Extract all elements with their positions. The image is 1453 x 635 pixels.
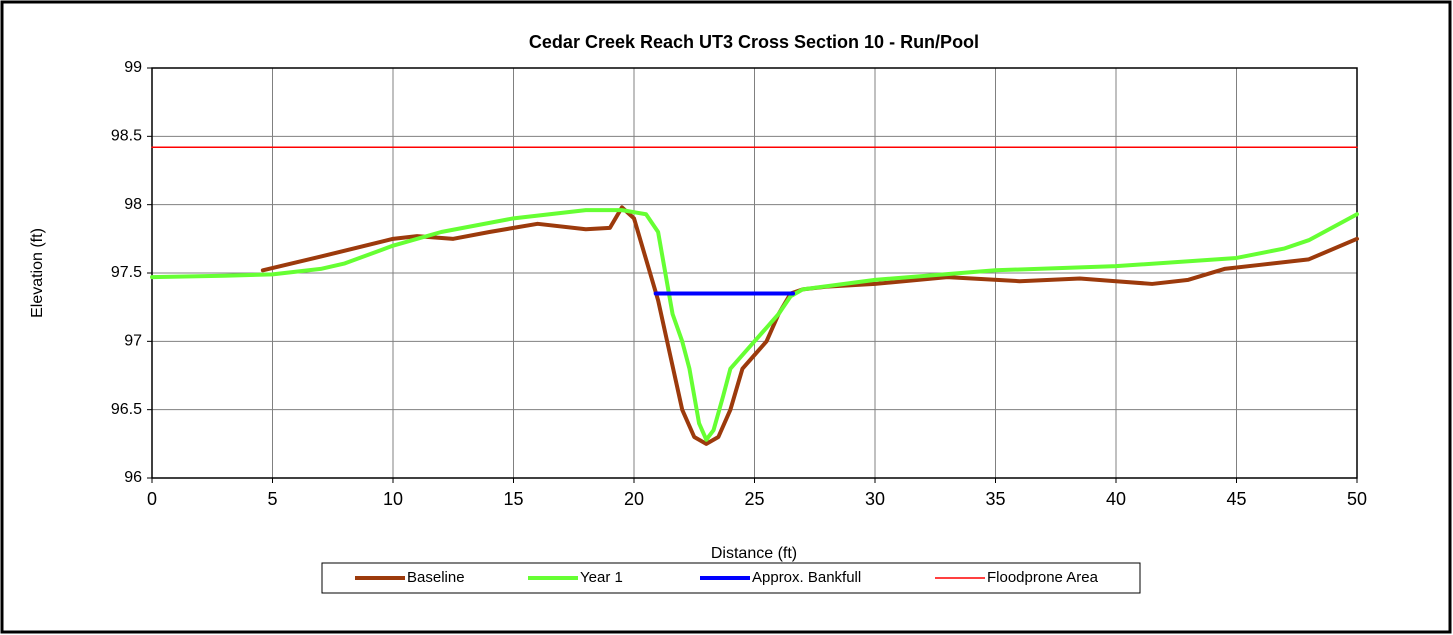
plot-frame <box>151 67 1358 479</box>
x-tick-label: 25 <box>744 489 764 509</box>
x-axis-label: Distance (ft) <box>711 545 797 562</box>
x-tick-label: 35 <box>985 489 1005 509</box>
y-tick-label: 99 <box>124 59 142 76</box>
y-tick-label: 97.5 <box>111 264 142 281</box>
x-tick-label: 20 <box>624 489 644 509</box>
x-tick-label: 50 <box>1347 489 1367 509</box>
legend-label: Floodprone Area <box>987 569 1099 586</box>
x-tick-label: 0 <box>147 489 157 509</box>
y-tick-label: 96.5 <box>111 401 142 418</box>
x-tick-label: 15 <box>503 489 523 509</box>
x-tick-label: 30 <box>865 489 885 509</box>
y-tick-label: 96 <box>124 469 142 486</box>
x-tick-label: 40 <box>1106 489 1126 509</box>
x-tick-label: 45 <box>1226 489 1246 509</box>
y-axis-label: Elevation (ft) <box>29 228 46 318</box>
x-tick-label: 5 <box>267 489 277 509</box>
chart-title: Cedar Creek Reach UT3 Cross Section 10 -… <box>529 32 979 52</box>
series-line <box>260 205 1359 446</box>
legend-label: Approx. Bankfull <box>752 569 861 586</box>
x-tick-label: 10 <box>383 489 403 509</box>
y-tick-label: 97 <box>124 333 142 350</box>
legend-label: Year 1 <box>580 569 623 586</box>
y-tick-label: 98 <box>124 196 142 213</box>
y-tick-label: 98.5 <box>111 128 142 145</box>
legend-label: Baseline <box>407 569 465 586</box>
series-line <box>150 208 1359 442</box>
